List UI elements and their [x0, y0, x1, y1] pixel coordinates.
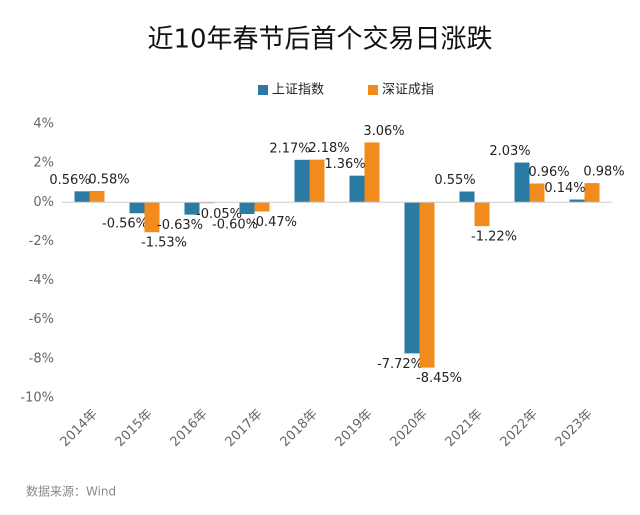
- chart-title: 近10年春节后首个交易日涨跌: [147, 25, 492, 55]
- bar: [529, 183, 545, 203]
- bar: [569, 199, 585, 203]
- y-tick-label: -4%: [29, 273, 54, 288]
- bar: [144, 202, 160, 233]
- x-tick-label: 2015年: [113, 407, 156, 450]
- value-label: 2.17%: [269, 141, 310, 156]
- value-label: -0.63%: [157, 218, 203, 233]
- value-label: 0.96%: [528, 165, 569, 180]
- legend-swatch: [258, 85, 268, 95]
- value-label: -0.60%: [212, 218, 258, 233]
- legend-label: 深证成指: [382, 83, 434, 98]
- legend-swatch: [368, 85, 378, 95]
- value-label: -0.56%: [102, 217, 148, 232]
- y-tick-label: 2%: [33, 156, 54, 171]
- value-label: -0.47%: [251, 215, 297, 230]
- value-label: 0.14%: [544, 181, 585, 196]
- value-label: 1.36%: [324, 157, 365, 172]
- y-tick-label: -10%: [20, 391, 54, 406]
- value-label: -1.22%: [471, 230, 517, 245]
- source-note: 数据来源：Wind: [26, 484, 116, 499]
- value-label: -1.53%: [141, 236, 187, 251]
- legend-label: 上证指数: [272, 83, 324, 98]
- bar: [294, 159, 310, 203]
- bar: [89, 190, 105, 203]
- y-tick-label: 4%: [33, 117, 54, 132]
- x-tick-label: 2018年: [278, 407, 321, 450]
- bar: [254, 202, 270, 212]
- bar: [474, 202, 490, 227]
- bar: [514, 162, 530, 203]
- value-label: 0.56%: [49, 173, 90, 188]
- x-tick-label: 2019年: [333, 407, 376, 450]
- bar: [74, 191, 90, 203]
- y-tick-label: 0%: [33, 195, 54, 210]
- value-label: 0.58%: [88, 172, 129, 187]
- x-tick-label: 2017年: [223, 407, 266, 450]
- bar: [459, 191, 475, 203]
- bar: [129, 202, 145, 214]
- y-tick-label: -2%: [29, 234, 54, 249]
- x-tick-label: 2022年: [498, 407, 541, 450]
- x-tick-label: 2023年: [553, 407, 596, 450]
- x-tick-label: 2014年: [58, 407, 101, 450]
- bar: [584, 183, 600, 203]
- value-label: -0.05%: [196, 207, 242, 222]
- bar: [239, 202, 255, 215]
- y-tick-label: -6%: [29, 312, 54, 327]
- value-label: -7.72%: [377, 357, 423, 372]
- bar: [419, 202, 435, 368]
- value-label: 0.98%: [583, 165, 624, 180]
- bar: [309, 159, 325, 203]
- value-label: 3.06%: [363, 124, 404, 139]
- value-label: 2.03%: [489, 144, 530, 159]
- bar: [184, 202, 200, 215]
- y-tick-label: -8%: [29, 351, 54, 366]
- value-label: 2.18%: [308, 141, 349, 156]
- value-label: 0.55%: [434, 173, 475, 188]
- value-label: -8.45%: [416, 371, 462, 386]
- bar: [404, 202, 420, 354]
- bar: [349, 175, 365, 203]
- x-tick-label: 2016年: [168, 407, 211, 450]
- bar: [364, 142, 380, 203]
- x-tick-label: 2021年: [443, 407, 486, 450]
- x-tick-label: 2020年: [388, 407, 431, 450]
